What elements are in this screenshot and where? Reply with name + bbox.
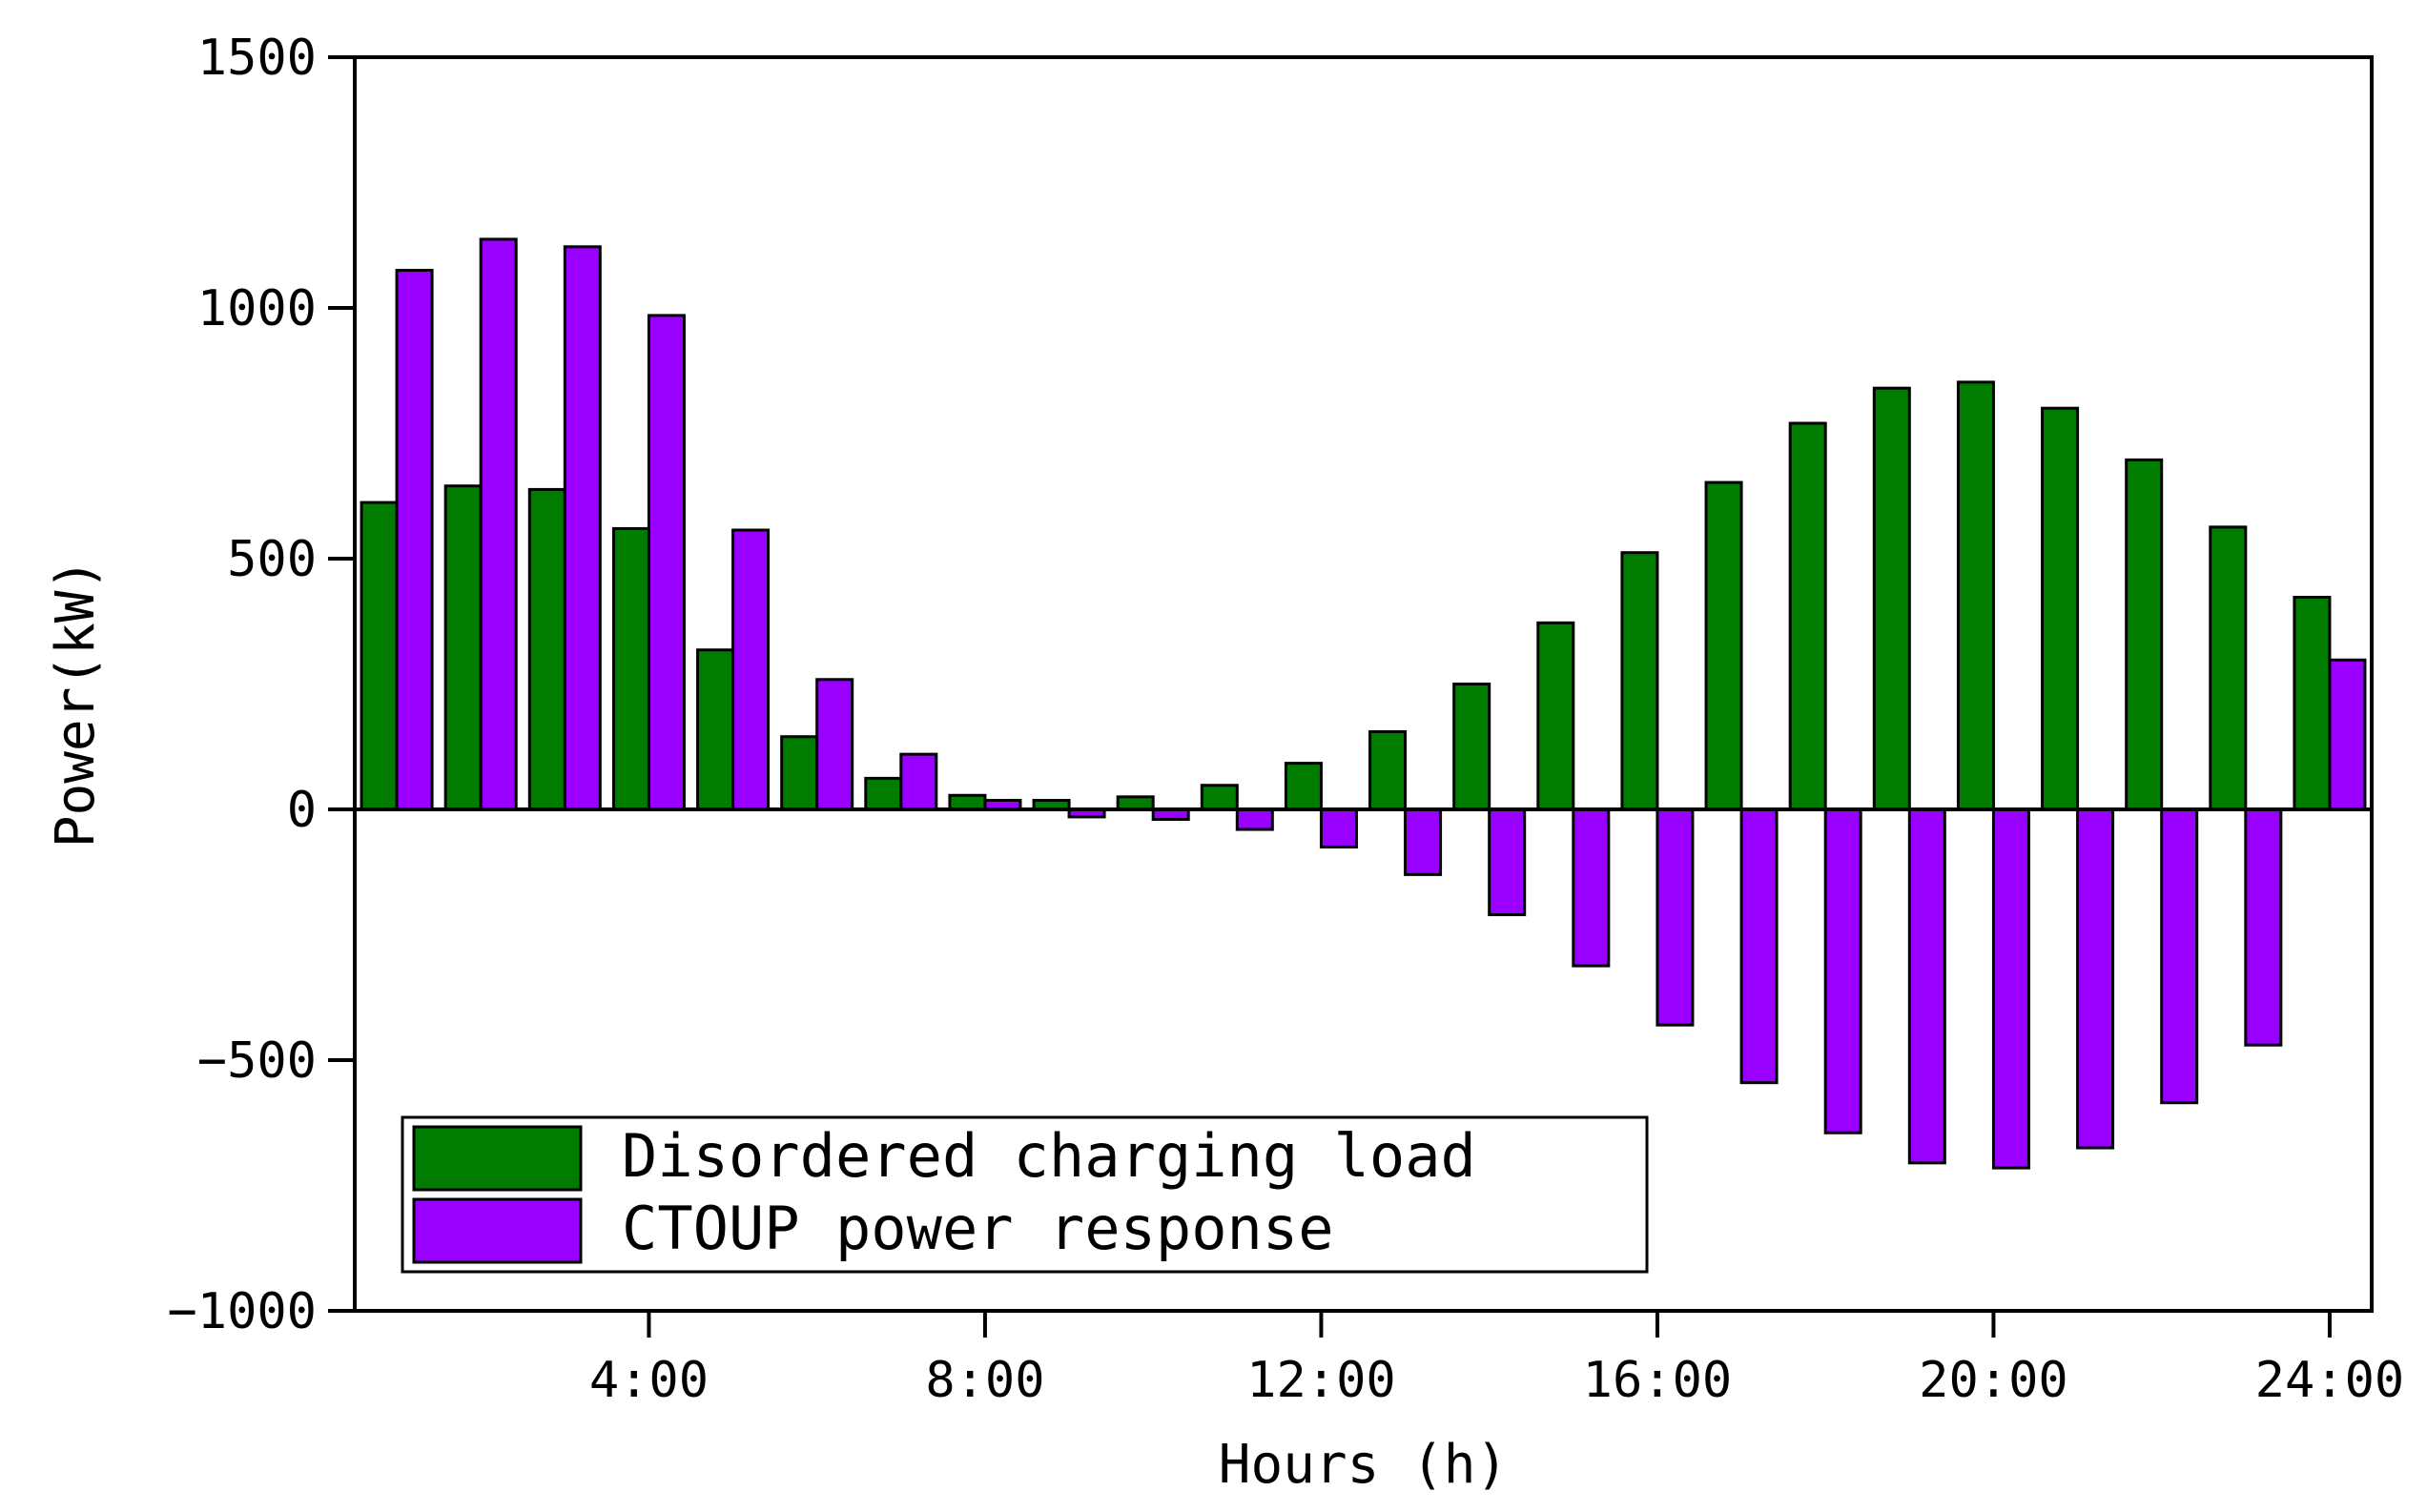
x-axis-label: Hours (h) [1219,1434,1508,1496]
plot-area-frame [353,55,2374,1313]
bar-disordered-load-13 [1368,729,1408,811]
bar-disordered-load-1 [360,501,399,811]
bar-ctoup-response-11 [1235,807,1274,831]
y-tick-label: −500 [197,1032,317,1090]
x-tick-label: 24:00 [2255,1352,2405,1409]
bar-ctoup-response-18 [1823,807,1862,1134]
y-tick-label: 1000 [197,280,317,337]
bar-ctoup-response-14 [1488,807,1527,916]
bar-ctoup-response-2 [479,237,518,811]
legend-label-disordered-load: Disordered charging load [622,1121,1476,1191]
legend-box [401,1115,1649,1274]
y-tick-label: 1500 [197,30,317,87]
bar-disordered-load-2 [443,484,483,811]
bar-disordered-load-19 [1872,386,1911,811]
bar-ctoup-response-1 [395,269,434,811]
bar-disordered-load-22 [2125,458,2164,811]
bar-disordered-load-23 [2209,525,2248,811]
bar-disordered-load-21 [2041,406,2080,811]
bar-ctoup-response-7 [899,752,938,811]
legend-label-ctoup-response: CTOUP power response [622,1194,1334,1263]
y-tick-label: 0 [287,782,317,839]
bar-ctoup-response-23 [2244,807,2283,1047]
y-tick-label: 500 [227,531,317,588]
x-tick-label: 20:00 [1919,1352,2068,1409]
x-axis: 4:00 8:00 12:00 16:00 20:00 24:00 [589,1311,2404,1409]
legend-swatch-ctoup-response [412,1197,583,1264]
bar-disordered-load-14 [1452,683,1491,811]
bar-ctoup-response-6 [815,678,854,811]
bar-ctoup-response-17 [1739,807,1779,1085]
bar-ctoup-response-16 [1656,807,1695,1027]
x-tick-label: 4:00 [589,1352,709,1409]
legend-swatch-disordered-load [412,1125,583,1192]
bar-disordered-load-5 [696,648,735,811]
bar-disordered-load-20 [1956,380,1995,811]
bar-ctoup-response-13 [1404,807,1443,876]
bar-ctoup-response-21 [2076,807,2115,1150]
bars-layer [360,237,2367,1170]
bar-ctoup-response-15 [1572,807,1611,968]
bar-ctoup-response-4 [647,314,686,811]
bar-disordered-load-15 [1536,621,1575,811]
y-axis: −1000 −500 0 500 1000 1500 [167,30,355,1340]
bar-ctoup-response-12 [1319,807,1358,848]
bar-disordered-load-3 [527,487,566,811]
bar-ctoup-response-22 [2160,807,2199,1105]
y-axis-label: Power(kW) [45,559,107,848]
bar-ctoup-response-3 [563,245,602,811]
bar-disordered-load-16 [1620,551,1659,811]
bar-disordered-load-8 [948,793,987,811]
x-tick-label: 16:00 [1583,1352,1733,1409]
x-tick-label: 12:00 [1246,1352,1396,1409]
bar-disordered-load-17 [1704,480,1743,811]
bar-ctoup-response-5 [731,528,771,811]
bar-disordered-load-12 [1284,762,1323,811]
bar-disordered-load-11 [1200,784,1239,811]
bar-disordered-load-6 [780,735,819,811]
bar-ctoup-response-19 [1907,807,1946,1165]
x-tick-label: 8:00 [925,1352,1044,1409]
bar-disordered-load-4 [611,526,650,811]
bar-disordered-load-7 [864,776,903,811]
y-tick-label: −1000 [167,1283,317,1340]
bar-disordered-load-24 [2293,596,2332,811]
bar-ctoup-response-24 [2328,658,2367,811]
bar-disordered-load-18 [1788,421,1827,811]
bar-ctoup-response-20 [1991,807,2030,1170]
